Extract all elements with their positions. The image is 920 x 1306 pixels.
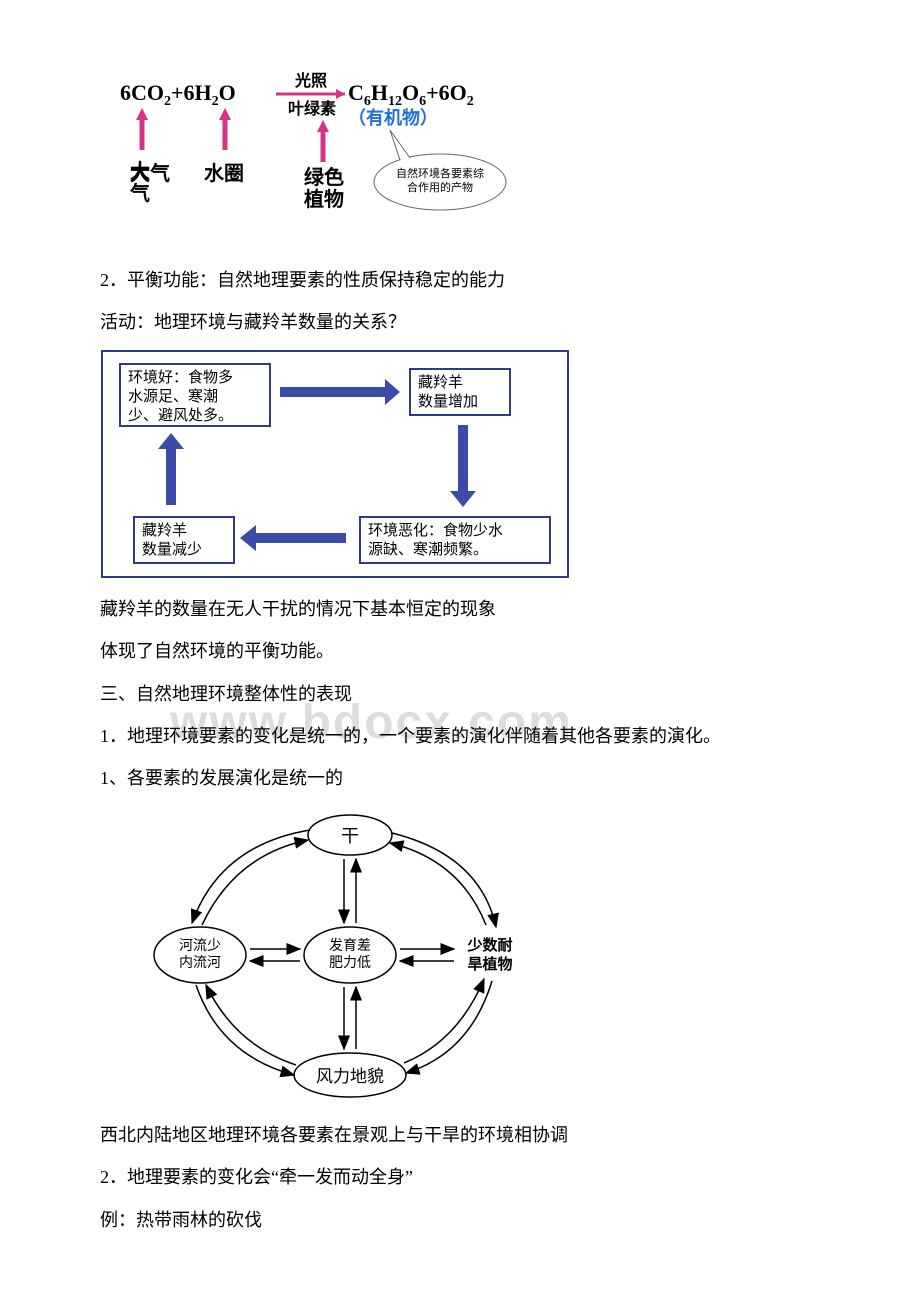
svg-text:内流河: 内流河 (179, 955, 221, 971)
svg-text:气: 气 (129, 181, 150, 205)
svg-text:环境好：食物多: 环境好：食物多 (128, 368, 233, 386)
formula-organic: （有机物） (348, 107, 438, 128)
svg-text:数量减少: 数量减少 (142, 541, 202, 558)
svg-text:C6H12O6+6O2: C6H12O6+6O2 (348, 80, 474, 109)
element-network-diagram: 干 河流少 内流河 发育差 肥力低 少数耐 旱植物 风力地貌 (140, 805, 820, 1105)
para-activity: 活动：地理环境与藏羚羊数量的关系？ (100, 306, 820, 338)
svg-text:藏羚羊: 藏羚羊 (418, 374, 463, 391)
svg-text:少数耐: 少数耐 (466, 936, 512, 954)
svg-text:源缺、寒潮频繁。: 源缺、寒潮频繁。 (368, 540, 488, 558)
formula-over1: 光照 (294, 71, 327, 90)
para-example: 例：热带雨林的砍伐 (100, 1204, 820, 1236)
svg-text:河流少: 河流少 (179, 938, 221, 954)
antelope-cycle-diagram: 环境好：食物多 水源足、寒潮 少、避风处多。 藏羚羊 数量增加 环境恶化：食物少… (100, 349, 820, 579)
para-section3: 三、自然地理环境整体性的表现 (100, 678, 820, 710)
svg-text:6CO2+6H2O: 6CO2+6H2O (120, 80, 236, 109)
svg-text:环境恶化：食物少水: 环境恶化：食物少水 (368, 521, 503, 539)
bubble-text: 自然环境各要素综 (396, 166, 484, 180)
label-plants: 绿色 (304, 165, 344, 189)
para-change: 2．地理要素的变化会“牵一发而动全身” (100, 1161, 820, 1193)
label-hydrosphere: 水圈 (204, 162, 244, 185)
svg-text:少、避风处多。: 少、避风处多。 (128, 407, 233, 424)
svg-text:合作用的产物: 合作用的产物 (407, 180, 473, 194)
svg-text:干: 干 (341, 826, 359, 846)
para-northwest: 西北内陆地区地理环境各要素在景观上与干旱的环境相协调 (100, 1119, 820, 1151)
formula-lhs: 6CO (120, 80, 164, 105)
photosynthesis-formula-diagram: 6CO2+6H2O 光照 叶绿素 C6H12O6+6O2 （有机物） 大气 大 … (100, 70, 820, 250)
para-constant: 藏羚羊的数量在无人干扰的情况下基本恒定的现象 (100, 593, 820, 625)
para-unified: 1．地理环境要素的变化是统一的，一个要素的演化伴随着其他各要素的演化。 (100, 720, 820, 752)
svg-text:水源足、寒潮: 水源足、寒潮 (128, 387, 218, 405)
para-balance2: 体现了自然环境的平衡功能。 (100, 635, 820, 667)
formula-over2: 叶绿素 (288, 99, 336, 118)
svg-text:数量增加: 数量增加 (418, 393, 478, 410)
para-unified2: 1、各要素的发展演化是统一的 (100, 762, 820, 794)
svg-text:植物: 植物 (304, 187, 344, 211)
svg-text:风力地貌: 风力地貌 (316, 1067, 384, 1086)
svg-text:旱植物: 旱植物 (467, 955, 512, 973)
svg-text:发育差: 发育差 (329, 938, 371, 954)
para-balance: 2．平衡功能：自然地理要素的性质保持稳定的能力 (100, 264, 820, 296)
svg-text:肥力低: 肥力低 (329, 955, 371, 971)
svg-text:藏羚羊: 藏羚羊 (142, 522, 187, 539)
svg-text:大: 大 (130, 160, 150, 183)
